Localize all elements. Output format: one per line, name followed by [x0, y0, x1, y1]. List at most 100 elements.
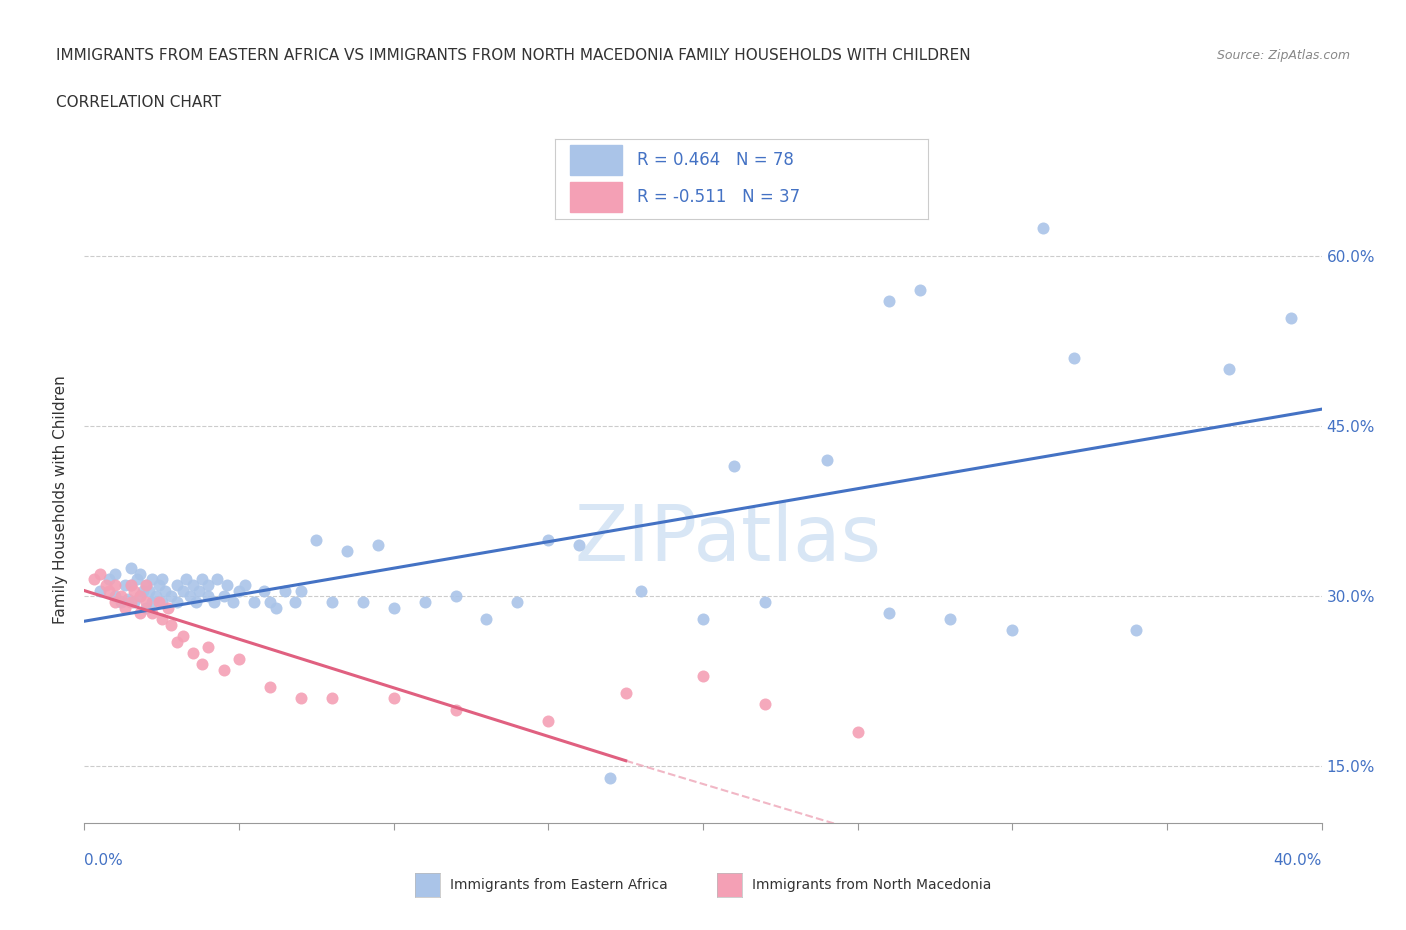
Point [197, 589, 219, 604]
Point [444, 702, 467, 717]
Point [367, 538, 389, 552]
Point [153, 583, 176, 598]
Point [692, 612, 714, 627]
Point [122, 583, 145, 598]
Point [1032, 220, 1054, 235]
Point [160, 589, 183, 604]
Text: Source: ZipAtlas.com: Source: ZipAtlas.com [1216, 49, 1350, 62]
Point [120, 594, 142, 609]
Point [723, 458, 745, 473]
Point [129, 589, 152, 604]
Point [150, 594, 173, 609]
Point [568, 538, 591, 552]
Point [184, 594, 207, 609]
Point [181, 578, 204, 592]
Point [692, 668, 714, 683]
Point [83, 572, 105, 587]
Point [1218, 362, 1240, 377]
Point [129, 605, 152, 620]
Point [228, 583, 250, 598]
Point [352, 594, 374, 609]
Point [1279, 311, 1302, 325]
Point [176, 572, 198, 587]
Point [305, 532, 328, 547]
Point [382, 600, 405, 615]
Point [129, 566, 152, 581]
Point [117, 591, 139, 606]
Text: Immigrants from North Macedonia: Immigrants from North Macedonia [752, 878, 991, 893]
Point [321, 691, 343, 706]
Point [253, 583, 276, 598]
Point [537, 532, 560, 547]
Point [264, 600, 287, 615]
Point [104, 566, 127, 581]
Point [114, 578, 136, 592]
Point [166, 578, 188, 592]
Bar [571, 145, 623, 175]
Point [125, 572, 148, 587]
Point [413, 594, 436, 609]
Point [274, 583, 297, 598]
Point [148, 594, 170, 609]
Point [166, 594, 188, 609]
Point [212, 662, 235, 677]
Point [754, 594, 776, 609]
Point [135, 594, 157, 609]
Point [877, 605, 900, 620]
Text: R = 0.464   N = 78: R = 0.464 N = 78 [637, 151, 794, 169]
Point [537, 713, 560, 728]
Point [150, 612, 173, 627]
Point [110, 594, 132, 609]
Point [1001, 623, 1024, 638]
Point [104, 589, 127, 604]
Point [150, 572, 173, 587]
Point [120, 561, 142, 576]
Point [877, 294, 900, 309]
Point [212, 589, 235, 604]
Point [846, 724, 869, 739]
Point [104, 578, 127, 592]
Point [166, 634, 188, 649]
Text: Immigrants from Eastern Africa: Immigrants from Eastern Africa [450, 878, 668, 893]
Point [630, 583, 652, 598]
Point [336, 543, 359, 558]
Point [110, 589, 132, 604]
Point [114, 600, 136, 615]
Point [259, 594, 281, 609]
Point [197, 640, 219, 655]
Point [908, 283, 931, 298]
Point [233, 578, 256, 592]
Point [160, 618, 183, 632]
Point [215, 578, 238, 592]
Point [187, 583, 209, 598]
Point [122, 594, 145, 609]
Point [599, 770, 621, 785]
Point [290, 583, 312, 598]
Point [129, 589, 152, 604]
Point [172, 583, 194, 598]
Text: CORRELATION CHART: CORRELATION CHART [56, 95, 221, 110]
Text: 40.0%: 40.0% [1274, 853, 1322, 868]
Point [1063, 351, 1085, 365]
Point [135, 600, 157, 615]
Point [444, 589, 467, 604]
Point [1125, 623, 1147, 638]
Point [207, 572, 229, 587]
Point [228, 651, 250, 666]
Point [148, 578, 170, 592]
Point [754, 697, 776, 711]
Text: R = -0.511   N = 37: R = -0.511 N = 37 [637, 188, 800, 206]
Point [141, 594, 163, 609]
Point [259, 680, 281, 695]
Text: IMMIGRANTS FROM EASTERN AFRICA VS IMMIGRANTS FROM NORTH MACEDONIA FAMILY HOUSEHO: IMMIGRANTS FROM EASTERN AFRICA VS IMMIGR… [56, 48, 972, 63]
Point [135, 578, 157, 592]
Point [614, 685, 637, 700]
Point [141, 605, 163, 620]
Point [98, 572, 121, 587]
Point [191, 572, 214, 587]
Point [145, 589, 167, 604]
Point [506, 594, 529, 609]
Point [89, 583, 111, 598]
Point [243, 594, 266, 609]
Point [202, 594, 225, 609]
